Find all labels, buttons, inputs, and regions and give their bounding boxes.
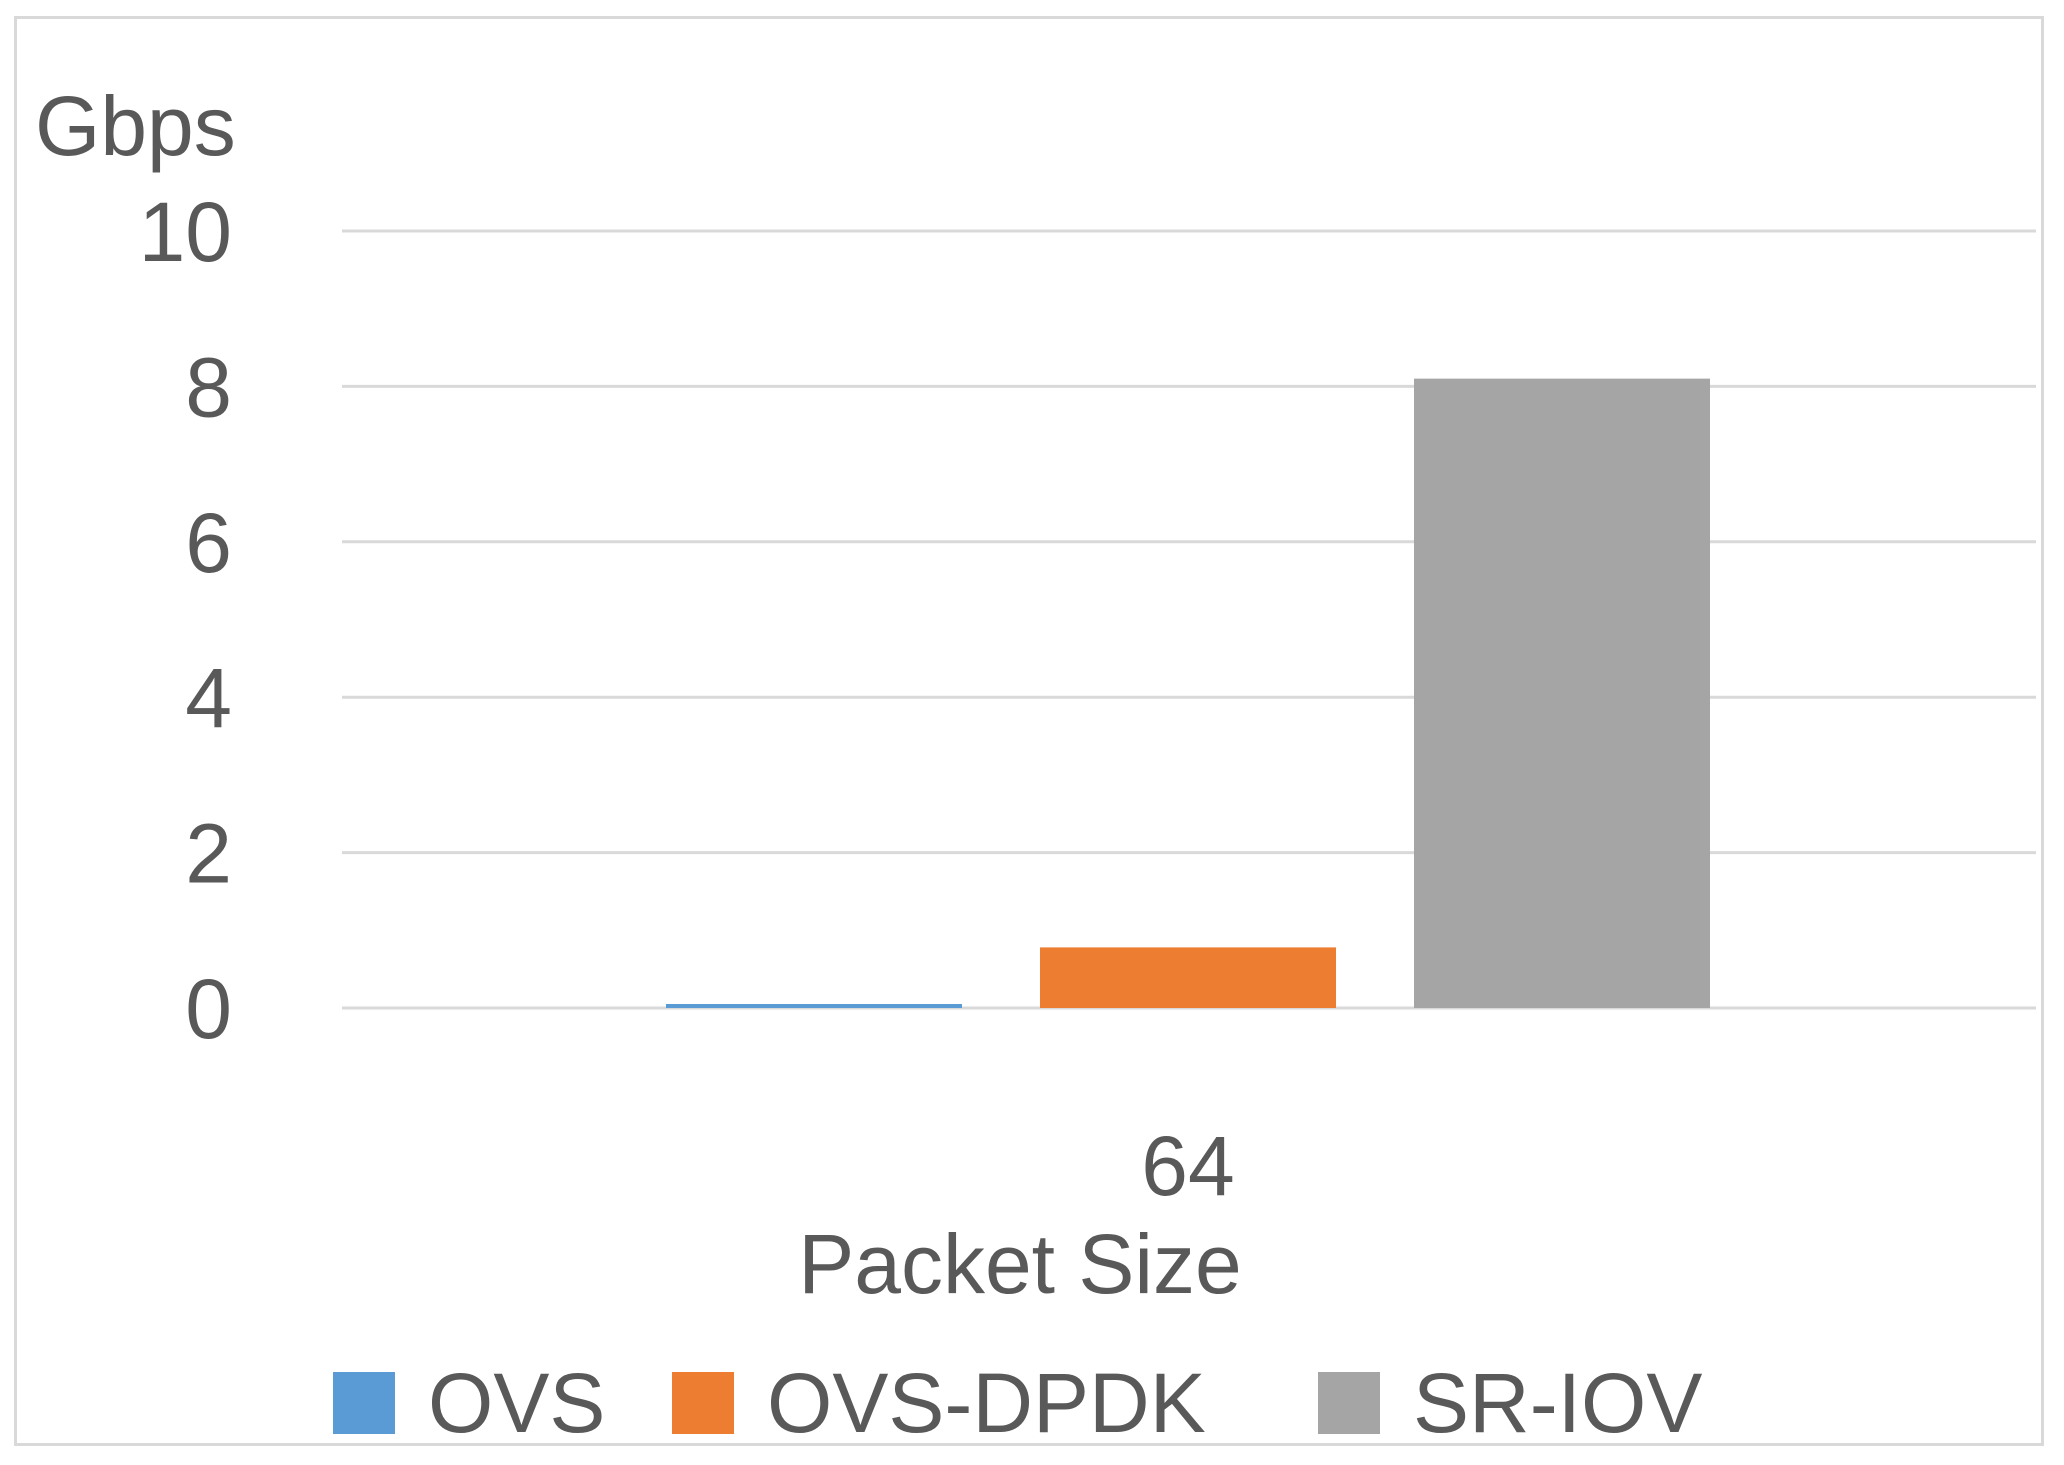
bar-ovs xyxy=(666,1004,962,1008)
legend-label-ovs: OVS xyxy=(428,1356,605,1450)
y-tick-label: 4 xyxy=(185,651,232,745)
bar-sr-iov xyxy=(1414,378,1710,1008)
y-tick-label: 6 xyxy=(185,496,232,590)
legend-swatch-ovs-dpdk xyxy=(672,1372,734,1434)
y-tick-label: 8 xyxy=(185,340,232,434)
x-axis-label: Packet Size xyxy=(798,1217,1242,1311)
legend-label-ovs-dpdk: OVS-DPDK xyxy=(767,1356,1206,1450)
y-tick-label: 2 xyxy=(185,807,232,901)
legend-swatch-ovs xyxy=(333,1372,395,1434)
y-tick-label: 0 xyxy=(185,962,232,1056)
legend-label-sr-iov: SR-IOV xyxy=(1413,1356,1702,1450)
legend: OVS OVS-DPDK SR-IOV xyxy=(333,1356,1702,1450)
bar-ovs-dpdk xyxy=(1040,947,1336,1008)
legend-swatch-sr-iov xyxy=(1318,1372,1380,1434)
gridlines xyxy=(342,229,2036,1010)
y-axis-label: Gbps xyxy=(35,79,236,173)
y-tick-label: 10 xyxy=(139,185,232,279)
x-category-label: 64 xyxy=(1141,1119,1234,1213)
y-tick-labels: 0 2 4 6 8 10 xyxy=(139,185,232,1056)
bars xyxy=(666,378,1710,1008)
